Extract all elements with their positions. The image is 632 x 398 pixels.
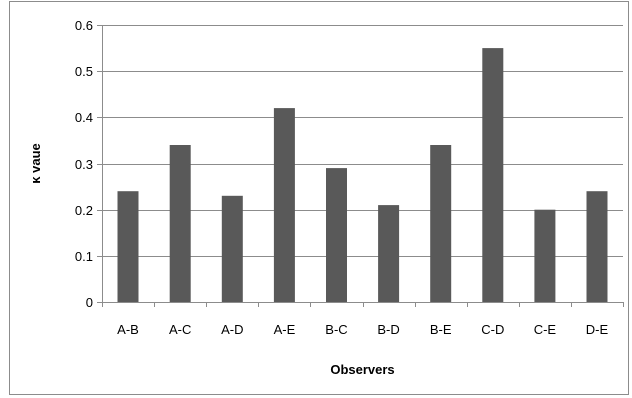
bar-chart: 0 0.1 0.2 0.3 0.4 0.5 0.6 A-B A-C A-D A-E B-C B-D B-… [10,2,630,396]
x-tick-label: D-E [586,322,609,337]
x-tick-label: A-D [221,322,243,337]
y-tick-label: 0.6 [75,18,93,33]
y-tick-labels: 0 0.1 0.2 0.3 0.4 0.5 0.6 [75,18,93,310]
bar-a-b [118,191,139,302]
bar-b-e [430,145,451,302]
bars [118,48,608,302]
x-tick-label: A-B [117,322,139,337]
bar-c-e [534,210,555,302]
x-tick-label: C-E [534,322,557,337]
y-tick-label: 0.1 [75,249,93,264]
x-tick-label: A-E [274,322,296,337]
x-tick-label: B-E [430,322,452,337]
bar-a-e [274,108,295,302]
x-tick-labels: A-B A-C A-D A-E B-C B-D B-E C-D C-E D-E [117,322,608,337]
x-tick-label: B-D [377,322,399,337]
chart-area: 0 0.1 0.2 0.3 0.4 0.5 0.6 A-B A-C A-D A-E B-C B-D B-… [9,1,629,395]
x-axis-title: Observers [330,362,394,377]
bar-c-d [482,48,503,302]
y-tick-label: 0 [86,295,93,310]
x-tick-label: A-C [169,322,191,337]
bar-b-d [378,205,399,302]
y-tick-label: 0.5 [75,64,93,79]
y-axis-title: κ vaue [28,143,43,184]
y-tick-label: 0.4 [75,110,93,125]
y-tick-label: 0.3 [75,157,93,172]
x-tick-label: C-D [481,322,504,337]
bar-d-e [587,191,608,302]
y-tick-label: 0.2 [75,203,93,218]
bar-b-c [326,168,347,302]
x-tick-label: B-C [325,322,347,337]
bar-a-d [222,196,243,302]
bar-a-c [170,145,191,302]
